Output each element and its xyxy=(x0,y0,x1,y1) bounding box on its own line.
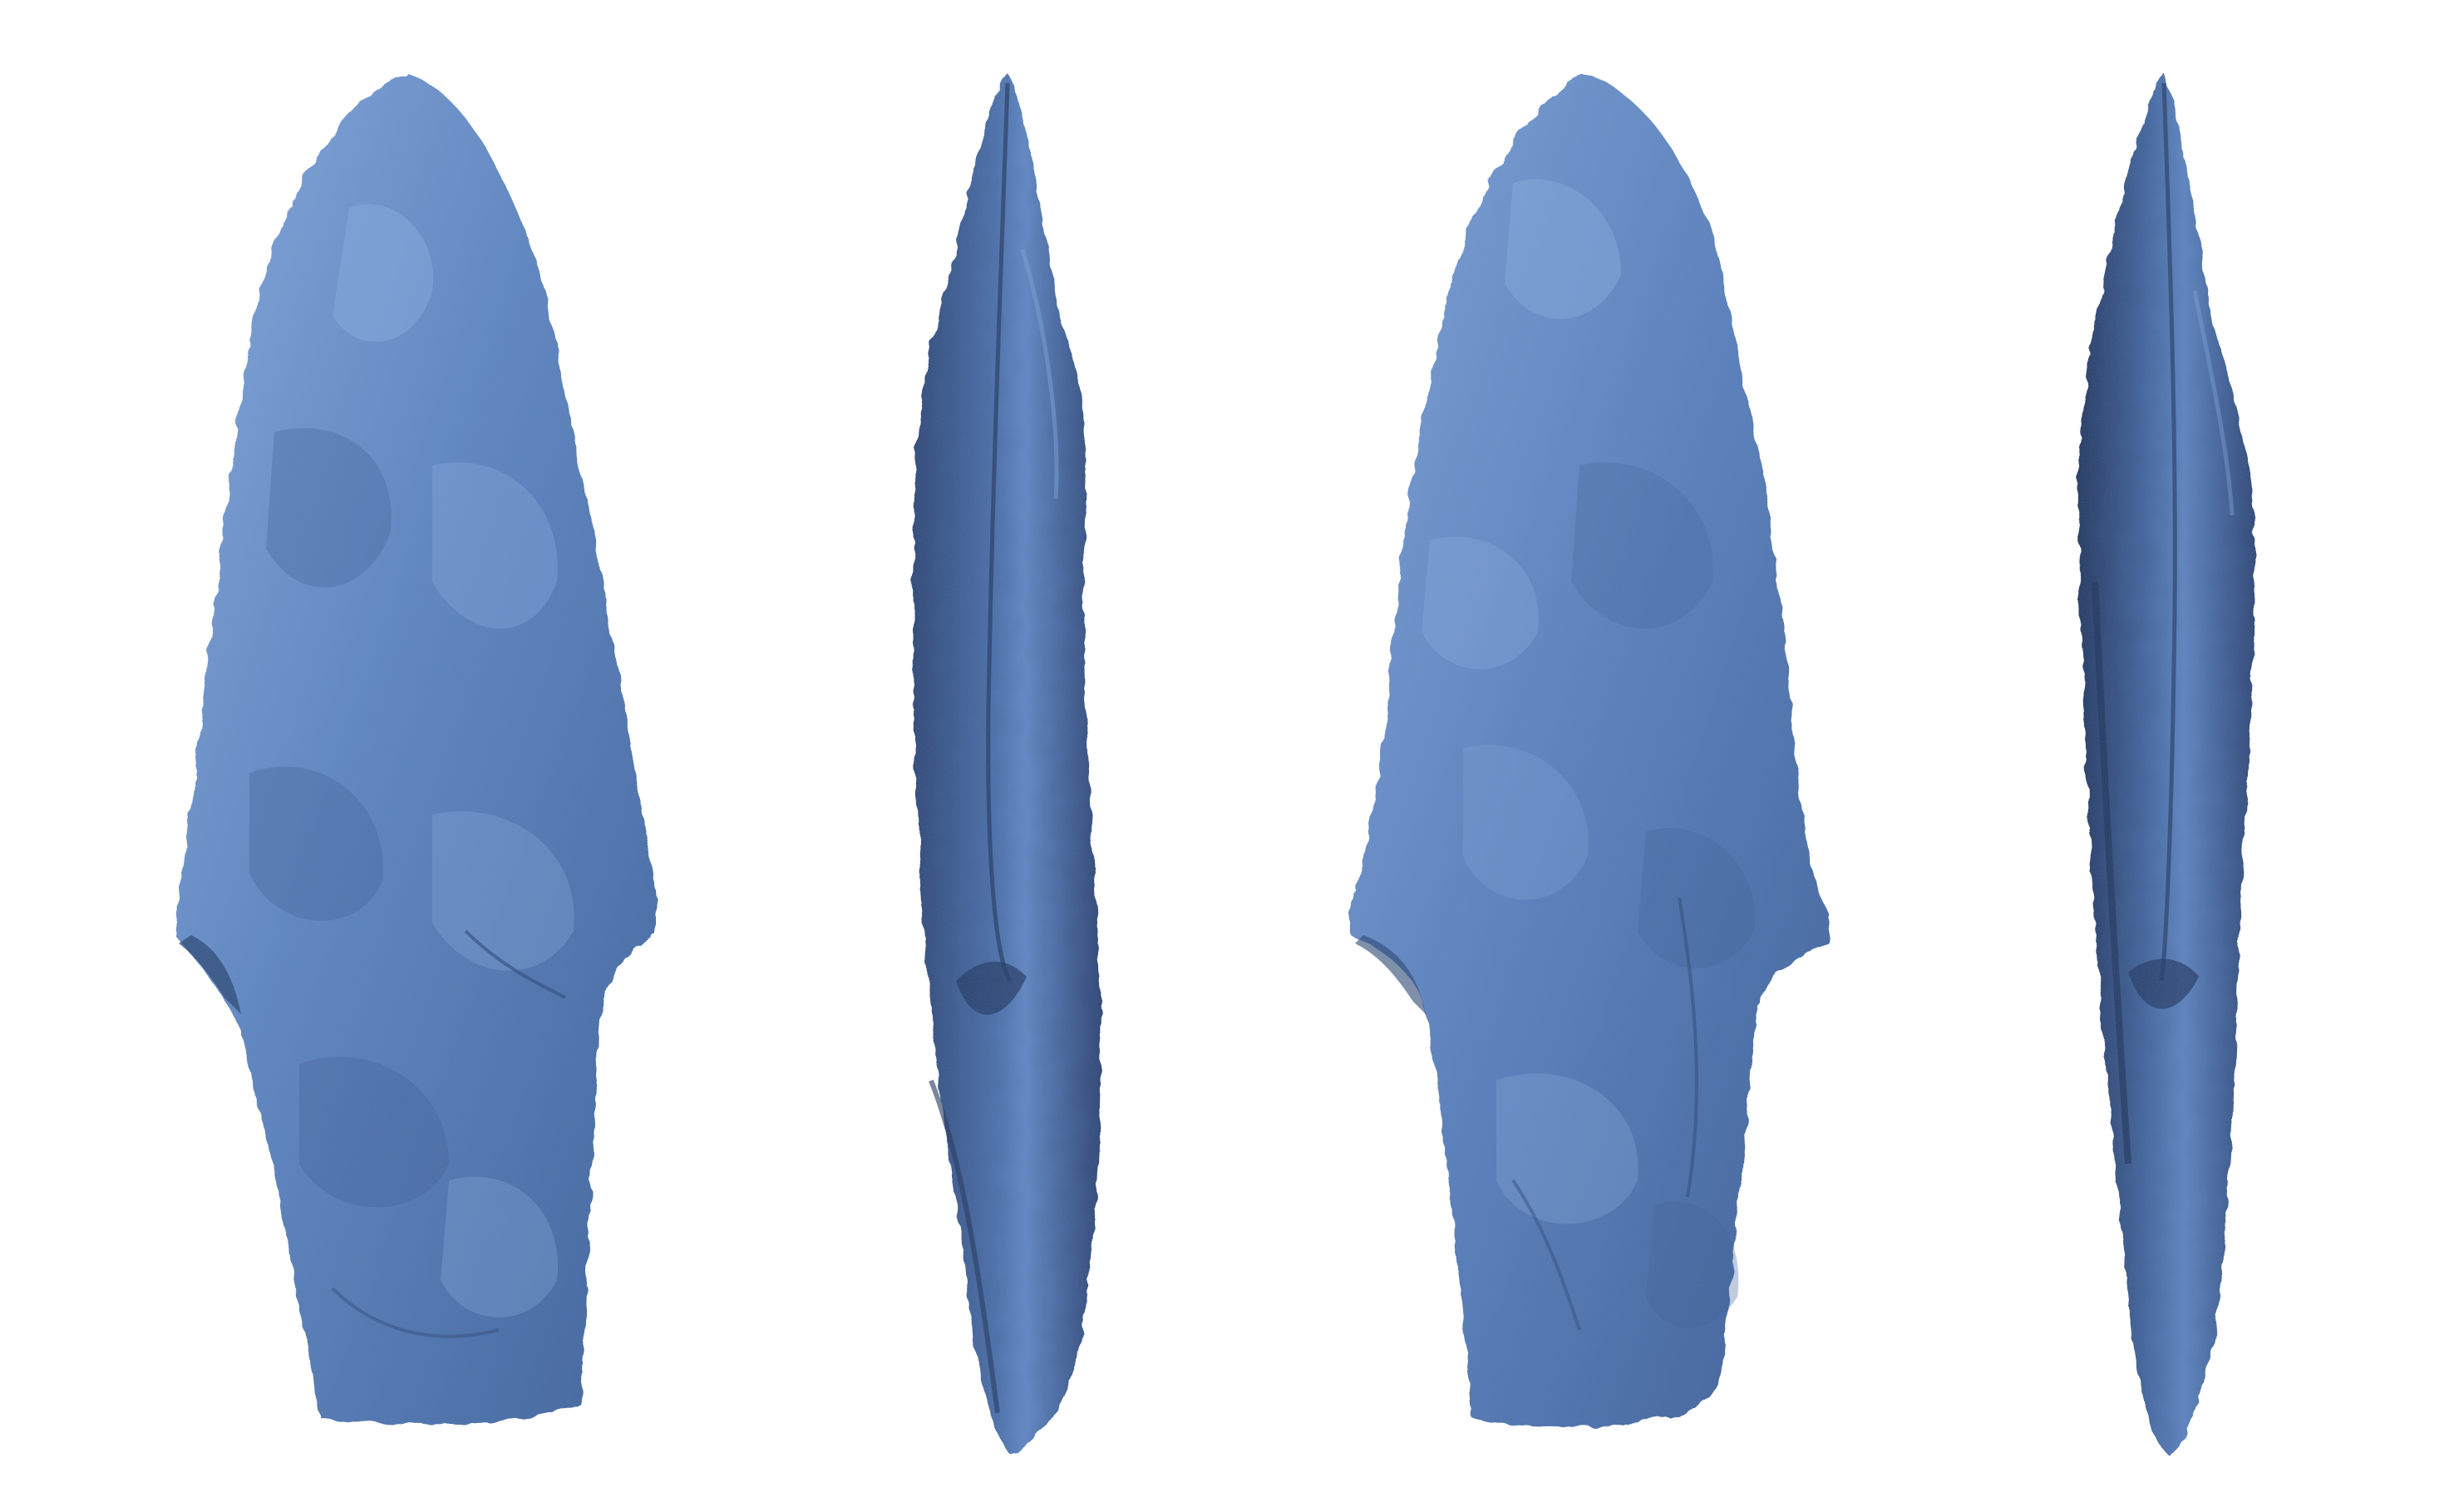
edge-view-right xyxy=(2077,73,2255,1455)
edge-view-left xyxy=(913,73,1101,1455)
face-view-front xyxy=(175,73,657,1425)
face-view-back xyxy=(1351,73,1829,1427)
